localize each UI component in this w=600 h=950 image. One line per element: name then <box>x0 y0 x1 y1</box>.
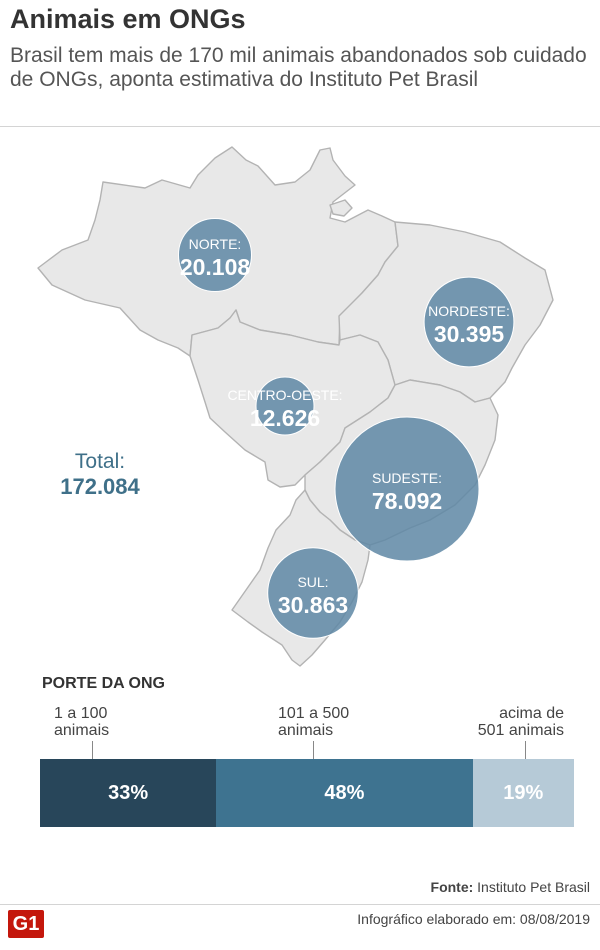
bubble-sul <box>267 547 359 639</box>
island-marajo <box>329 199 353 217</box>
bubble-label-sudeste: SUDESTE: <box>372 470 442 486</box>
bar-segment-2: 48% <box>216 759 473 827</box>
source-value: Instituto Pet Brasil <box>477 879 590 895</box>
porte-stacked-bar: 33% 48% 19% <box>40 759 574 827</box>
category-tick-1 <box>92 741 93 759</box>
bar-segment-label-3: 19% <box>503 781 544 804</box>
bubble-value-norte: 20.108 <box>180 254 251 280</box>
bubble-label-centro-oeste: CENTRO-OESTE: <box>227 387 342 403</box>
source-note: Fonte: Instituto Pet Brasil <box>431 879 590 895</box>
bubble-value-sudeste: 78.092 <box>372 488 442 514</box>
bubble-norte <box>178 218 252 292</box>
bubble-centro-oeste <box>255 376 315 436</box>
brazil-map-svg: NORTE: 20.108 NORDESTE: 30.395 CENTRO-OESTE:… <box>37 146 554 667</box>
total-value: 172.084 <box>60 474 140 499</box>
divider-bottom <box>0 904 600 905</box>
category-label-2-line2: animais <box>278 722 334 739</box>
category-label-1-line2: animais <box>54 722 110 739</box>
bar-segment-3: 19% <box>472 759 574 827</box>
category-label-3-line2: 501 animais <box>477 722 564 739</box>
bubble-value-centro-oeste: 12.626 <box>250 405 320 431</box>
source-label: Fonte: <box>430 879 474 895</box>
g1-logo: G1 <box>8 910 44 938</box>
bubble-label-sul: SUL: <box>297 574 328 590</box>
bubble-value-nordeste: 30.395 <box>434 321 505 347</box>
bubble-value-sul: 30.863 <box>278 592 348 618</box>
total-label: Total: <box>74 450 126 473</box>
category-tick-2 <box>313 741 314 759</box>
bar-segment-label-2: 48% <box>324 781 365 804</box>
bubble-sudeste <box>334 416 480 562</box>
bubble-label-nordeste: NORDESTE: <box>428 303 510 319</box>
category-tick-3 <box>525 741 526 759</box>
page-title: Animais em ONGs <box>10 4 246 34</box>
page-subtitle: Brasil tem mais de 170 mil animais aband… <box>10 44 587 91</box>
category-label-3-line1: acima de <box>499 705 564 722</box>
category-label-1-line1: 1 a 100 <box>54 705 108 722</box>
credit-note: Infográfico elaborado em: 08/08/2019 <box>357 911 590 927</box>
porte-title: PORTE DA ONG <box>42 675 165 692</box>
bubble-nordeste <box>423 276 515 368</box>
divider-top <box>0 126 600 127</box>
category-label-2: 101 a 500 animais <box>278 705 349 739</box>
bar-segment-1: 33% <box>40 759 217 827</box>
category-label-1: 1 a 100 animais <box>54 705 109 739</box>
brazil-map: NORTE: 20.108 NORDESTE: 30.395 CENTRO-OESTE:… <box>0 128 600 673</box>
bubble-label-norte: NORTE: <box>189 236 242 252</box>
total-box: Total: 172.084 <box>40 450 160 500</box>
bubble-layer: NORTE: 20.108 NORDESTE: 30.395 CENTRO-OESTE:… <box>178 218 515 639</box>
category-label-3: acima de 501 animais <box>466 705 564 739</box>
bar-segment-label-1: 33% <box>108 781 149 804</box>
category-label-2-line1: 101 a 500 <box>278 705 350 722</box>
